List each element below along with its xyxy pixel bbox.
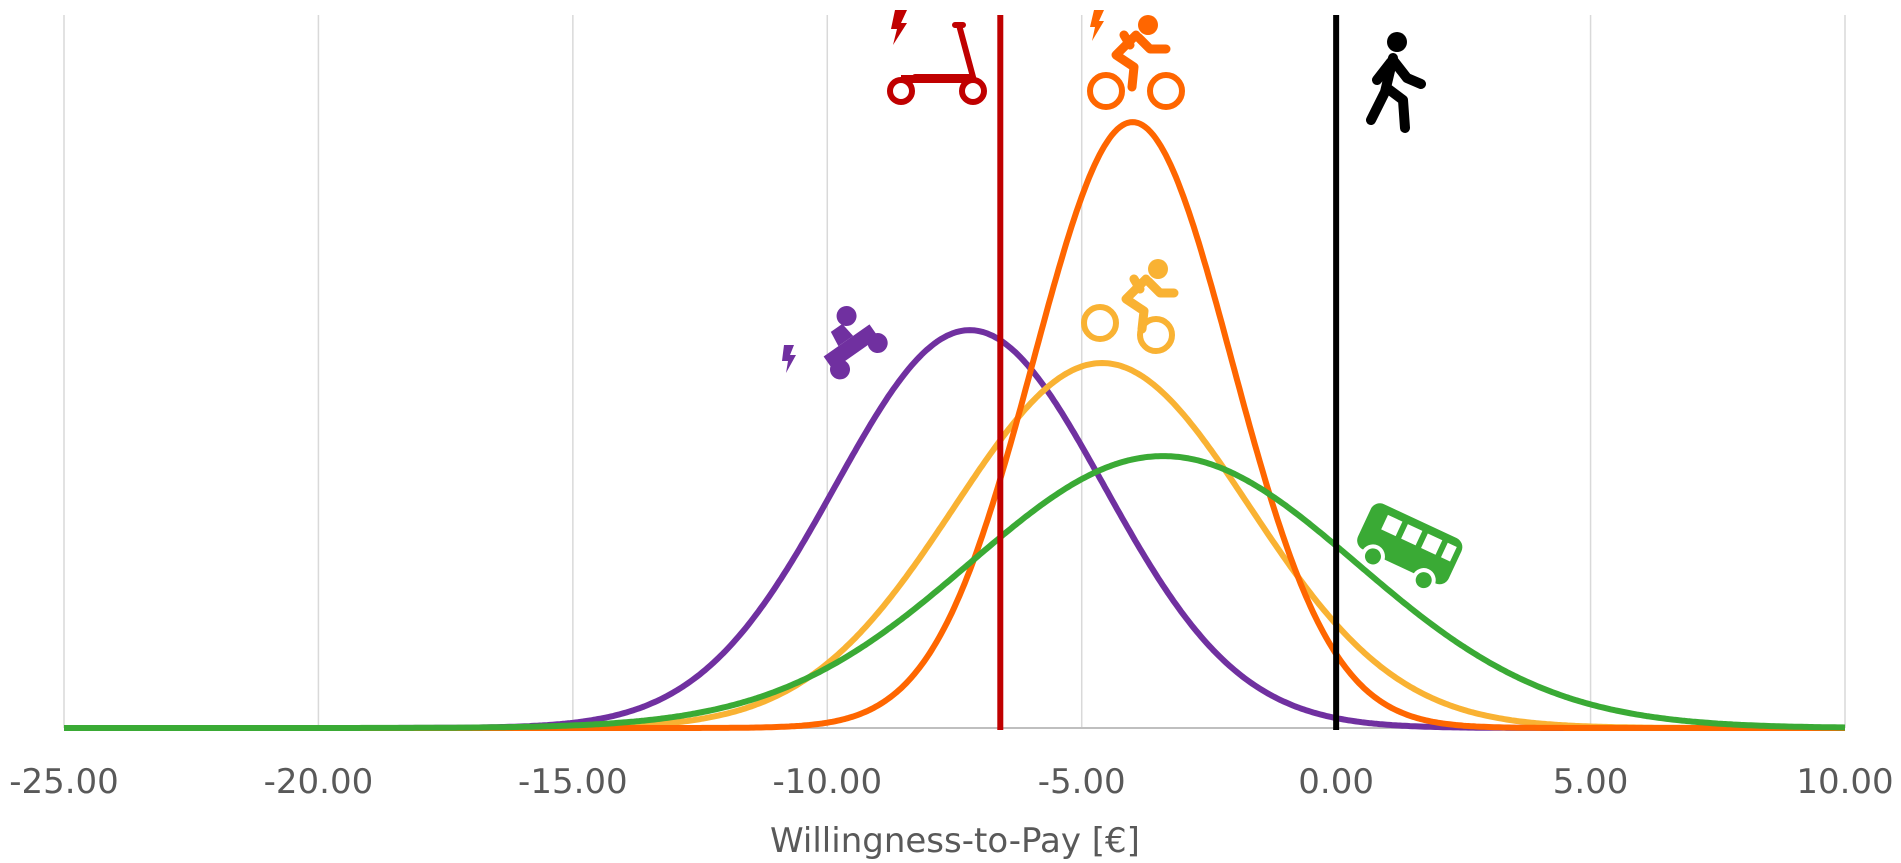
e-bike-icon [1087, 10, 1185, 110]
gridlines [63, 15, 1846, 728]
bicycle-icon [1081, 259, 1179, 354]
walking-icon [1366, 32, 1426, 133]
series-line-bicycle [63, 360, 1846, 731]
series-line-bus [63, 453, 1846, 731]
x-axis-title: Willingness-to-Pay [€] [770, 821, 1140, 861]
series-line-e-moped [63, 327, 1846, 731]
x-tick-label: -15.00 [518, 762, 628, 802]
x-tick-label: 0.00 [1298, 762, 1374, 802]
series-curves [63, 119, 1846, 731]
e-scooter-icon [887, 10, 987, 105]
x-tick-label: 10.00 [1796, 762, 1893, 802]
bus-icon [1357, 503, 1463, 593]
x-tick-label: -5.00 [1038, 762, 1126, 802]
x-tick-label: -20.00 [264, 762, 374, 802]
series-line-e-bike [63, 119, 1846, 731]
e-moped-icon [782, 305, 888, 380]
reference-lines [997, 15, 1340, 730]
x-tick-label: -25.00 [9, 762, 119, 802]
x-tick-label: -10.00 [772, 762, 882, 802]
x-tick-label: 5.00 [1553, 762, 1629, 802]
x-tick-labels: -25.00 -20.00 -15.00 -10.00 -5.00 0.00 5.00 10.… [9, 762, 1893, 802]
